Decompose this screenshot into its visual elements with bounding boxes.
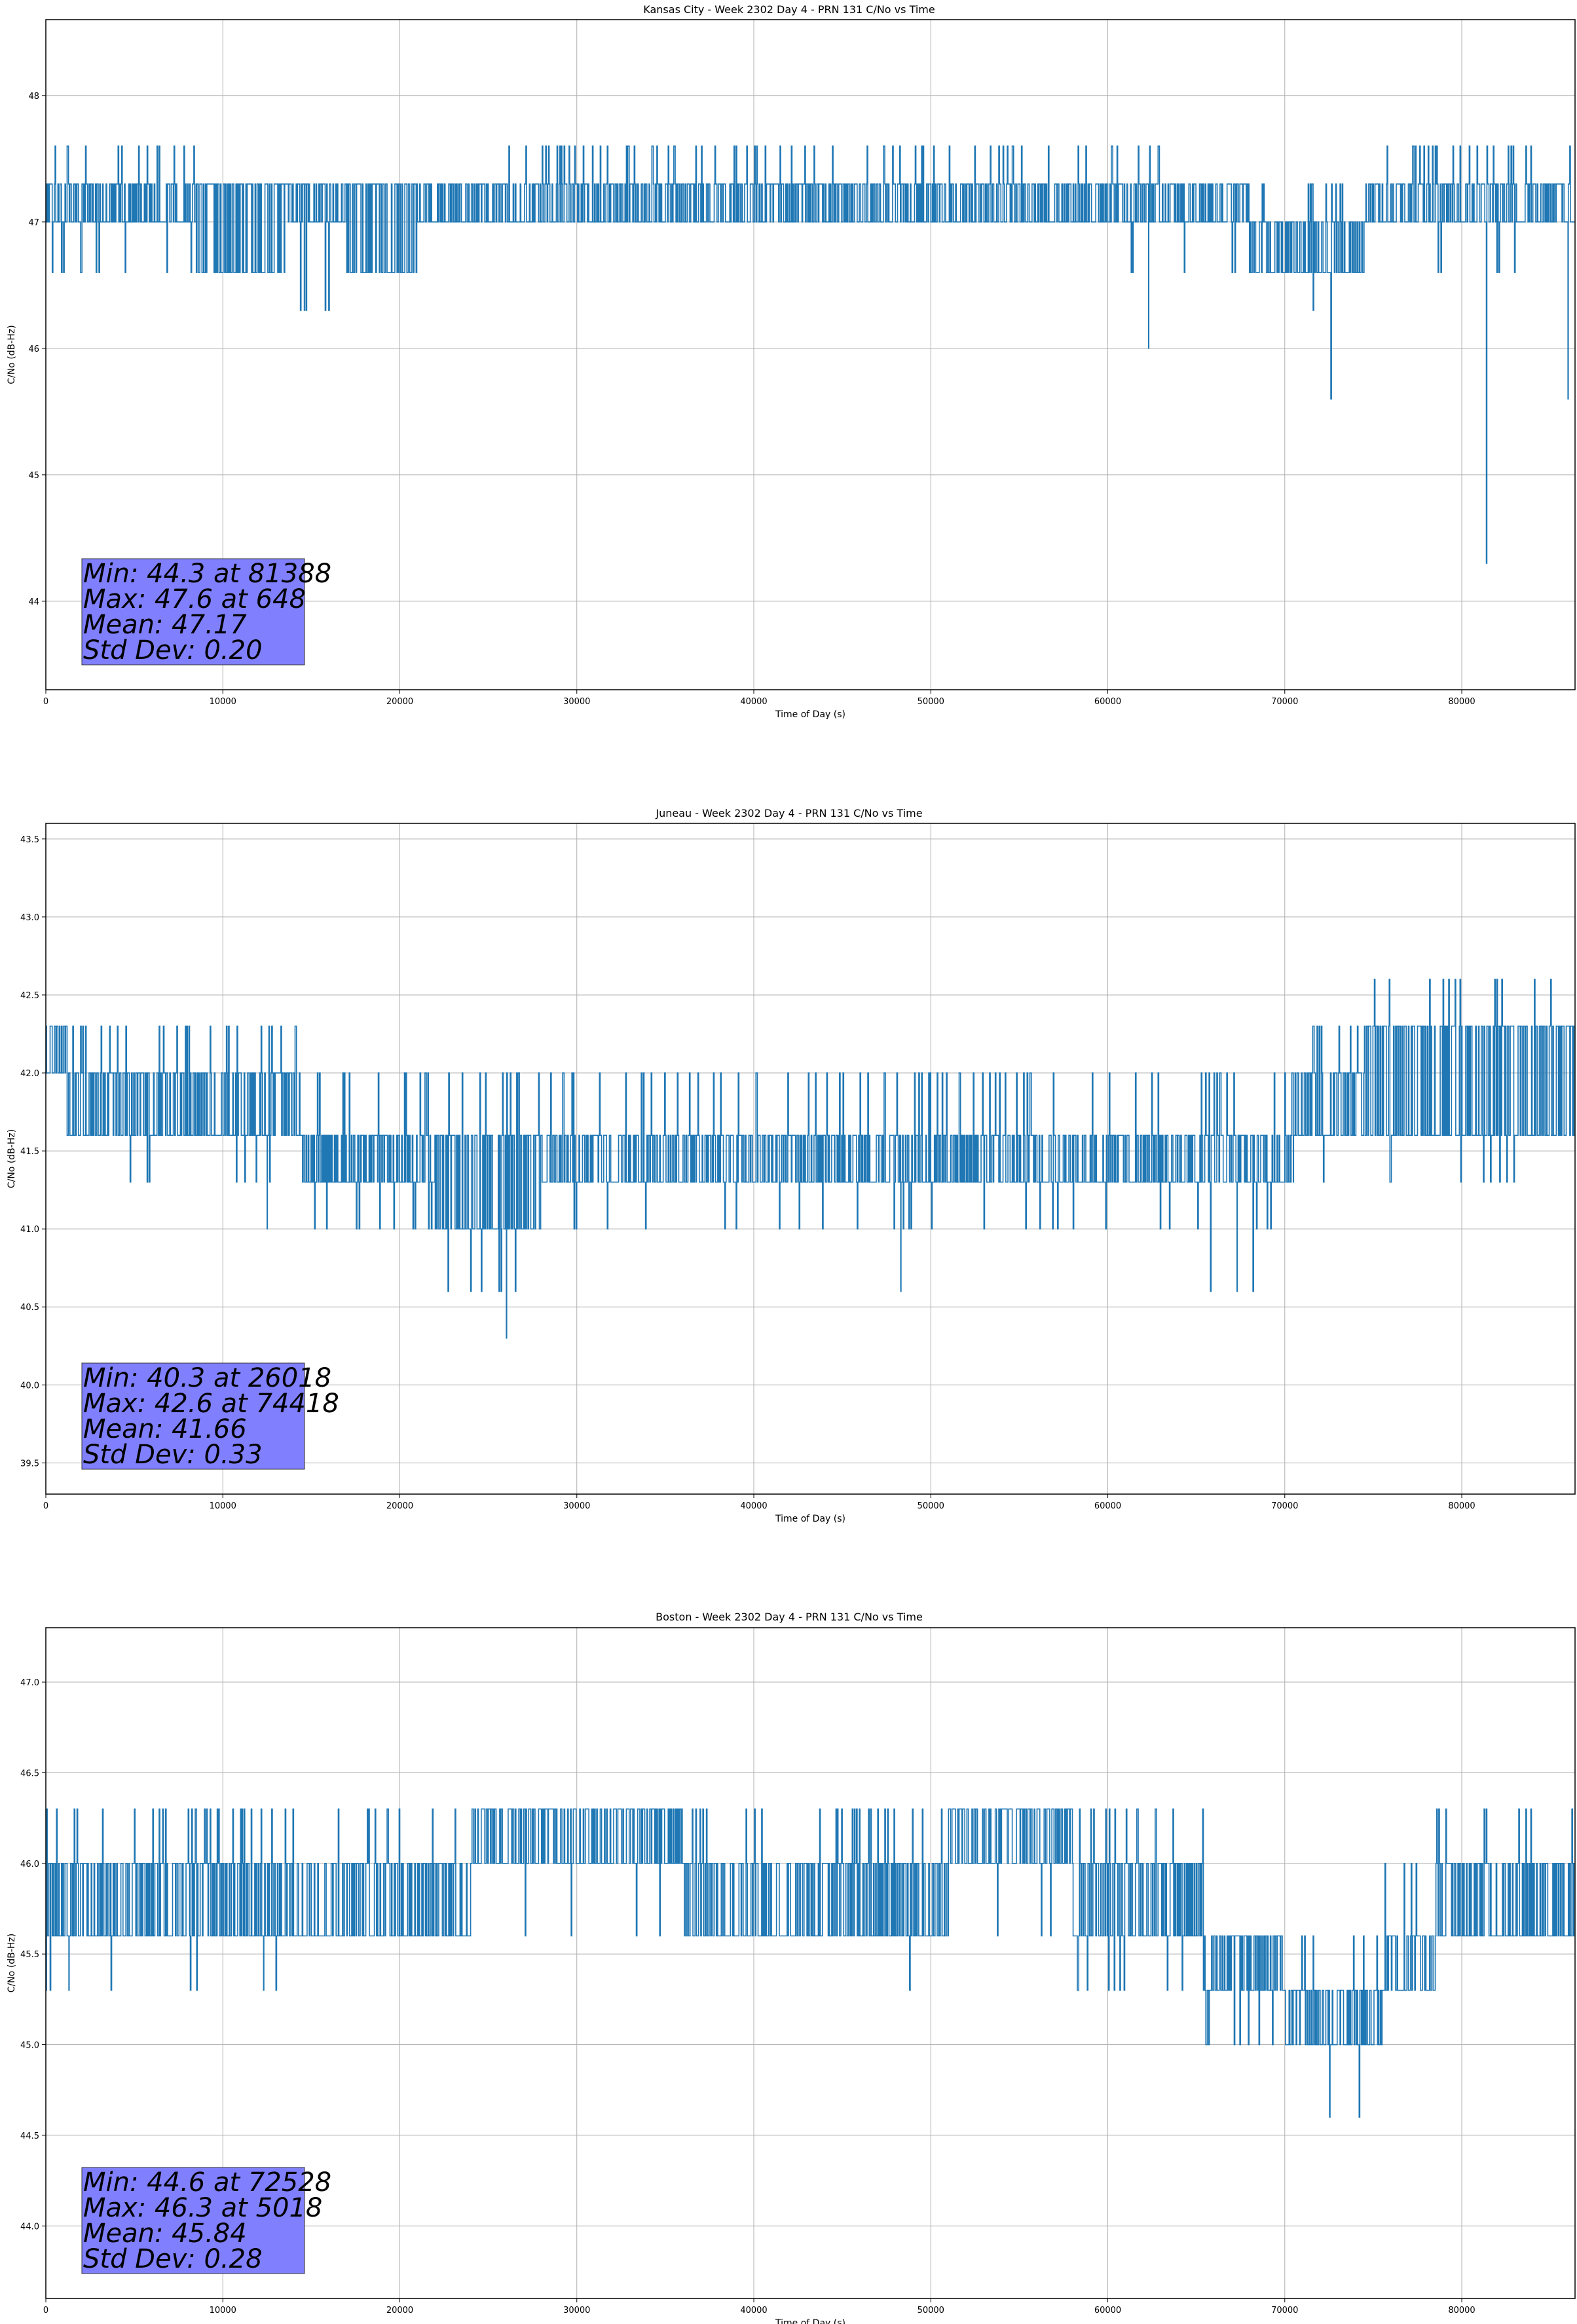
- stats-max: Max: 46.3 at 5018: [83, 2193, 322, 2223]
- ticks: 0 10000 20000 30000 40000 50000 60000 70000 8000…: [20, 835, 1475, 1511]
- y-tick-label: 46.0: [20, 1860, 39, 1869]
- y-tick-label: 43.5: [20, 835, 39, 845]
- y-tick-label: 45.5: [20, 1950, 39, 1960]
- y-tick-label: 48: [28, 92, 39, 102]
- series-path: [46, 979, 1575, 1339]
- stats-min: Min: 40.3 at 26018: [83, 1363, 331, 1393]
- stats-mean: Mean: 47.17: [83, 610, 247, 640]
- x-tick-label: 50000: [918, 1501, 944, 1511]
- x-tick-label: 10000: [210, 697, 236, 707]
- x-tick-label: 60000: [1094, 697, 1121, 707]
- y-tick-label: 45: [28, 471, 39, 481]
- x-tick-label: 0: [43, 1501, 48, 1511]
- series-line: [46, 1808, 1575, 2118]
- ticks: 0 10000 20000 30000 40000 50000 60000 70000 8000…: [28, 92, 1475, 707]
- x-tick-label: 60000: [1094, 1501, 1121, 1511]
- stats-max: Max: 42.6 at 74418: [83, 1389, 339, 1419]
- x-tick-label: 20000: [386, 2306, 413, 2315]
- x-tick-label: 40000: [740, 1501, 767, 1511]
- y-tick-label: 47.0: [20, 1678, 39, 1688]
- x-tick-label: 70000: [1271, 2306, 1298, 2315]
- y-tick-label: 46.5: [20, 1769, 39, 1778]
- y-tick-label: 44: [28, 597, 39, 607]
- chart-title: Juneau - Week 2302 Day 4 - PRN 131 C/No …: [655, 807, 922, 819]
- x-tick-label: 40000: [740, 697, 767, 707]
- stats-box: Min: 40.3 at 26018 Max: 42.6 at 74418 Me…: [81, 1362, 339, 1470]
- chart-title: Boston - Week 2302 Day 4 - PRN 131 C/No …: [656, 1611, 923, 1623]
- panel-juneau: Juneau - Week 2302 Day 4 - PRN 131 C/No …: [7, 807, 1576, 1524]
- y-tick-label: 44.5: [20, 2131, 39, 2141]
- y-tick-label: 44.0: [20, 2222, 39, 2232]
- panel-boston: Boston - Week 2302 Day 4 - PRN 131 C/No …: [7, 1611, 1576, 2324]
- x-tick-label: 10000: [210, 1501, 236, 1511]
- stats-std-dev: Std Dev: 0.20: [83, 635, 263, 665]
- y-axis-label: C/No (dB-Hz): [7, 1129, 17, 1188]
- x-tick-label: 30000: [563, 2306, 590, 2315]
- stats-background: [81, 1362, 305, 1470]
- x-axis-label: Time of Day (s): [775, 2318, 845, 2324]
- x-axis-label: Time of Day (s): [775, 1514, 845, 1524]
- y-tick-label: 40.0: [20, 1381, 39, 1391]
- series-line: [46, 979, 1575, 1339]
- stats-mean: Mean: 41.66: [83, 1414, 247, 1444]
- x-tick-label: 10000: [210, 2306, 236, 2315]
- plot-frame: [45, 19, 1576, 690]
- y-tick-label: 42.0: [20, 1069, 39, 1079]
- stats-min: Min: 44.6 at 72528: [83, 2167, 331, 2198]
- stats-std-dev: Std Dev: 0.33: [83, 1440, 263, 1470]
- stats-background: [81, 558, 305, 665]
- plot-frame: [45, 1627, 1576, 2299]
- y-tick-label: 41.5: [20, 1147, 39, 1157]
- x-tick-label: 50000: [918, 697, 944, 707]
- y-tick-label: 45.0: [20, 2041, 39, 2051]
- x-tick-label: 50000: [918, 2306, 944, 2315]
- x-tick-label: 70000: [1271, 1501, 1298, 1511]
- x-tick-label: 20000: [386, 697, 413, 707]
- x-tick-label: 30000: [563, 697, 590, 707]
- panel-kansas-city: Kansas City - Week 2302 Day 4 - PRN 131 …: [7, 3, 1576, 720]
- y-tick-label: 41.0: [20, 1225, 39, 1235]
- y-tick-label: 46: [28, 345, 39, 354]
- stats-mean: Mean: 45.84: [83, 2219, 247, 2249]
- x-tick-label: 60000: [1094, 2306, 1121, 2315]
- stats-min: Min: 44.3 at 81388: [83, 559, 331, 589]
- stats-background: [81, 2167, 305, 2274]
- chart-title: Kansas City - Week 2302 Day 4 - PRN 131 …: [643, 3, 935, 16]
- x-tick-label: 40000: [740, 2306, 767, 2315]
- x-tick-label: 30000: [563, 1501, 590, 1511]
- stats-box: Min: 44.6 at 72528 Max: 46.3 at 5018 Mea…: [81, 2167, 331, 2274]
- y-axis-label: C/No (dB-Hz): [7, 1934, 17, 1993]
- x-tick-label: 20000: [386, 1501, 413, 1511]
- x-tick-label: 0: [43, 697, 48, 707]
- series-path: [46, 145, 1575, 564]
- y-tick-label: 47: [28, 218, 39, 228]
- y-axis-label: C/No (dB-Hz): [7, 325, 17, 384]
- series-path: [46, 1808, 1575, 2118]
- y-tick-label: 43.0: [20, 913, 39, 923]
- x-tick-label: 80000: [1448, 2306, 1475, 2315]
- x-tick-label: 0: [43, 2306, 48, 2315]
- x-tick-label: 80000: [1448, 697, 1475, 707]
- ticks: 0 10000 20000 30000 40000 50000 60000 70000 8000…: [20, 1678, 1475, 2315]
- x-tick-label: 80000: [1448, 1501, 1475, 1511]
- plot-frame: [45, 823, 1576, 1495]
- stats-box: Min: 44.3 at 81388 Max: 47.6 at 648 Mean…: [81, 558, 331, 665]
- stats-std-dev: Std Dev: 0.28: [83, 2244, 263, 2274]
- series-line: [46, 145, 1575, 564]
- stats-max: Max: 47.6 at 648: [83, 584, 306, 614]
- y-tick-label: 40.5: [20, 1303, 39, 1313]
- x-tick-label: 70000: [1271, 697, 1298, 707]
- y-tick-label: 39.5: [20, 1459, 39, 1469]
- y-tick-label: 42.5: [20, 991, 39, 1001]
- x-axis-label: Time of Day (s): [775, 709, 845, 720]
